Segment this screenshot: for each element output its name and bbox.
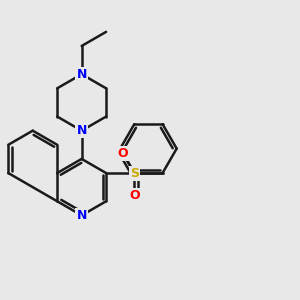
Text: O: O xyxy=(129,189,140,202)
Text: N: N xyxy=(76,209,87,222)
Text: S: S xyxy=(130,167,139,179)
Text: N: N xyxy=(76,68,87,81)
Text: O: O xyxy=(118,147,128,160)
Text: N: N xyxy=(76,124,87,137)
